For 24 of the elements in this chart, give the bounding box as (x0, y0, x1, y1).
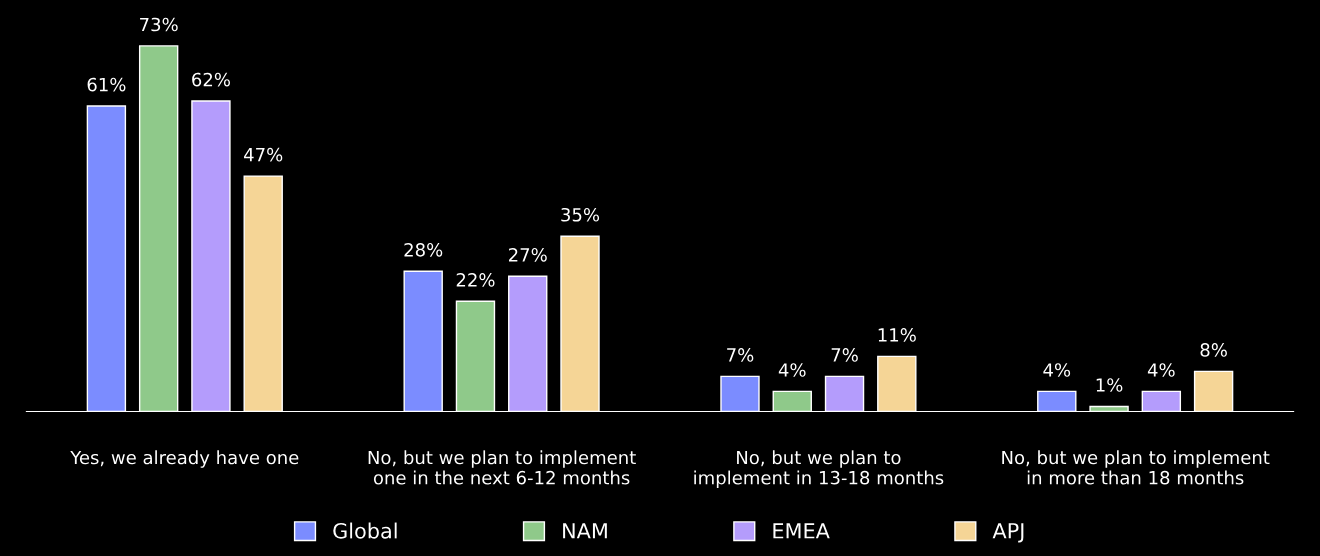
data-label: 35% (561, 207, 600, 222)
data-label: 61% (87, 77, 126, 92)
x-tick-label: No, but we plan to implement in more than 18 months (1002, 450, 1270, 485)
legend-label: NAM (563, 523, 607, 539)
x-tick-label: No, but we plan to implement one in the next 6-12 months (368, 450, 636, 485)
legend-label: APJ (992, 523, 1024, 543)
data-label: 4% (1147, 363, 1175, 377)
data-label: 4% (778, 363, 806, 377)
data-label: 7% (831, 348, 858, 362)
data-label: 27% (508, 247, 547, 262)
legend-label: Global (333, 522, 397, 539)
data-label: 8% (1200, 343, 1227, 357)
x-tick-label: No, but we plan to implement in 13-18 months (694, 450, 944, 489)
data-label: 11% (878, 328, 916, 342)
data-label: 73% (140, 17, 178, 32)
data-label: 47% (244, 147, 283, 162)
legend-label: EMEA (773, 523, 830, 539)
data-label: 22% (456, 273, 495, 287)
data-label: 4% (1043, 363, 1071, 377)
data-label: 62% (192, 72, 231, 87)
x-tick-label: Yes, we already have one (70, 450, 299, 468)
data-label: 28% (404, 242, 443, 257)
data-label: 1% (1096, 378, 1123, 392)
data-label: 7% (727, 348, 754, 362)
